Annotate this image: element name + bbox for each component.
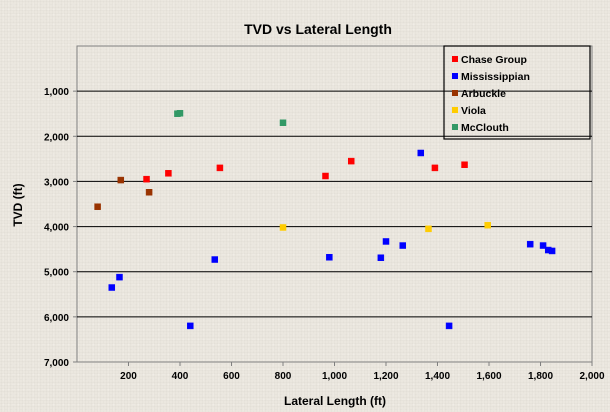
y-tick-label: 2,000 — [44, 132, 69, 143]
data-point — [322, 172, 329, 180]
y-tick-label: 1,000 — [44, 87, 69, 98]
x-tick-label: 1,400 — [425, 371, 450, 382]
grid-lines — [77, 90, 592, 318]
legend-marker — [452, 124, 458, 130]
data-point — [484, 221, 491, 229]
x-tick-label: 400 — [172, 371, 189, 382]
x-tick-label: 1,600 — [476, 371, 501, 382]
y-tick-label: 7,000 — [44, 358, 69, 369]
y-axis-label: TVD (ft) — [11, 183, 25, 226]
data-point — [279, 119, 287, 126]
data-point — [399, 242, 406, 249]
data-point — [145, 189, 153, 196]
legend-box — [443, 45, 591, 140]
legend-entry: Arbuckle — [461, 88, 506, 100]
data-point — [461, 161, 468, 168]
data-point — [176, 110, 184, 117]
legend-entry: McClouth — [461, 122, 509, 134]
legend: Chase Group Mississippian Arbuckle Viola McC… — [443, 45, 591, 140]
data-point — [548, 247, 556, 255]
legend-entry: Chase Group — [461, 54, 527, 66]
data-point — [425, 225, 432, 233]
data-point — [187, 322, 194, 330]
data-point — [382, 238, 390, 245]
data-point — [417, 149, 425, 157]
y-tick-label: 6,000 — [44, 313, 69, 324]
legend-marker — [452, 56, 458, 62]
data-point — [143, 175, 150, 183]
data-points — [94, 110, 556, 330]
legend-marker — [452, 107, 458, 113]
plot-area — [76, 45, 593, 363]
x-tick-label: 200 — [120, 371, 137, 382]
y-tick-label: 3,000 — [44, 177, 69, 188]
legend-marker — [452, 90, 458, 96]
x-axis-label: Lateral Length (ft) — [284, 394, 386, 408]
data-point — [279, 224, 287, 231]
data-point — [431, 164, 439, 172]
x-tick-label: 1,800 — [528, 371, 553, 382]
data-point — [165, 170, 172, 177]
data-point — [117, 176, 125, 184]
data-point — [108, 284, 116, 291]
data-point — [326, 254, 333, 261]
data-point — [347, 157, 355, 165]
x-tick-label: 2,000 — [579, 371, 604, 382]
data-point — [94, 203, 101, 210]
x-tick-label: 1,200 — [373, 371, 398, 382]
x-tick-label: 800 — [275, 371, 292, 382]
y-tick-label: 4,000 — [44, 223, 69, 234]
data-point — [539, 242, 547, 249]
chart-title: TVD vs Lateral Length — [244, 21, 392, 37]
y-axis-ticks: 1,000 2,000 3,000 4,000 5,000 6,000 7,000 — [44, 87, 77, 369]
data-point — [377, 254, 385, 261]
legend-marker — [452, 73, 458, 79]
data-point — [445, 322, 453, 330]
data-point — [526, 240, 534, 248]
data-point — [116, 273, 123, 281]
data-point — [216, 164, 224, 172]
legend-entry: Viola — [461, 105, 486, 117]
x-axis-ticks: 200 400 600 800 1,000 1,200 1,400 1,600 1,800 2,0… — [120, 362, 605, 382]
y-tick-label: 5,000 — [44, 268, 69, 279]
x-tick-label: 600 — [223, 371, 240, 382]
x-tick-label: 1,000 — [322, 371, 347, 382]
legend-entry: Mississippian — [461, 71, 530, 83]
data-point — [211, 256, 219, 263]
